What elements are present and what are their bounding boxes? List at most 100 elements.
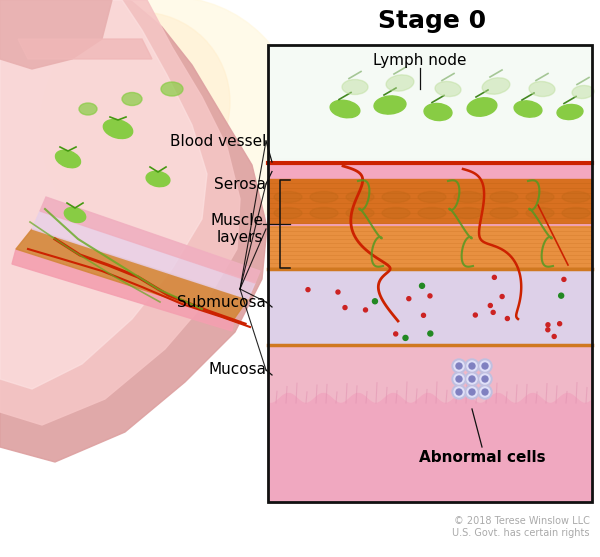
Circle shape [469, 363, 475, 369]
Ellipse shape [346, 192, 374, 203]
Ellipse shape [454, 387, 464, 397]
Bar [268, 405, 592, 502]
Ellipse shape [454, 208, 482, 218]
Ellipse shape [374, 96, 406, 114]
Circle shape [557, 322, 562, 326]
Circle shape [336, 290, 340, 294]
Circle shape [491, 310, 495, 314]
Text: Muscle
layers: Muscle layers [210, 213, 263, 245]
Circle shape [473, 313, 478, 317]
Polygon shape [0, 0, 207, 389]
Ellipse shape [478, 372, 492, 386]
Bar [268, 179, 592, 225]
Ellipse shape [452, 359, 466, 373]
Ellipse shape [465, 385, 479, 399]
Ellipse shape [382, 208, 410, 218]
Ellipse shape [79, 103, 97, 115]
Text: Lymph node: Lymph node [373, 52, 467, 67]
Bar [268, 225, 592, 269]
Circle shape [456, 389, 462, 395]
Ellipse shape [490, 192, 518, 203]
Bar [268, 269, 592, 345]
Ellipse shape [490, 208, 518, 218]
Ellipse shape [562, 192, 590, 203]
Ellipse shape [424, 104, 452, 120]
Ellipse shape [454, 361, 464, 371]
Circle shape [505, 316, 509, 320]
Circle shape [469, 376, 475, 382]
Text: © 2018 Terese Winslow LLC
U.S. Govt. has certain rights: © 2018 Terese Winslow LLC U.S. Govt. has… [452, 516, 590, 538]
Bar [268, 45, 592, 159]
Ellipse shape [562, 208, 590, 218]
Polygon shape [0, 0, 267, 462]
Ellipse shape [526, 208, 554, 218]
Circle shape [546, 323, 550, 327]
Ellipse shape [418, 192, 446, 203]
Ellipse shape [478, 385, 492, 399]
Ellipse shape [346, 208, 374, 218]
Ellipse shape [386, 75, 414, 91]
Text: Blood vessel: Blood vessel [170, 134, 266, 149]
Circle shape [394, 332, 398, 336]
Circle shape [559, 293, 563, 298]
Ellipse shape [382, 192, 410, 203]
Ellipse shape [454, 374, 464, 384]
Ellipse shape [452, 372, 466, 386]
Circle shape [373, 299, 377, 304]
Ellipse shape [452, 385, 466, 399]
Ellipse shape [465, 372, 479, 386]
Circle shape [407, 297, 411, 301]
Ellipse shape [122, 92, 142, 105]
Ellipse shape [330, 100, 360, 118]
Text: Stage 0: Stage 0 [378, 9, 486, 33]
Ellipse shape [274, 192, 302, 203]
Polygon shape [0, 0, 240, 425]
Polygon shape [16, 229, 248, 319]
Text: Mucosa: Mucosa [208, 363, 266, 378]
Circle shape [552, 334, 556, 339]
Circle shape [428, 331, 433, 336]
Circle shape [546, 328, 550, 332]
Bar [268, 345, 592, 405]
Circle shape [482, 363, 488, 369]
Bar [268, 45, 592, 502]
Circle shape [419, 284, 425, 289]
Ellipse shape [103, 120, 133, 139]
Ellipse shape [467, 361, 477, 371]
Ellipse shape [467, 387, 477, 397]
Ellipse shape [482, 78, 510, 94]
Circle shape [403, 335, 408, 340]
Ellipse shape [55, 150, 80, 168]
Ellipse shape [467, 374, 477, 384]
Circle shape [493, 275, 496, 280]
Bar [268, 164, 592, 179]
Ellipse shape [274, 208, 302, 218]
Ellipse shape [467, 98, 497, 116]
Ellipse shape [418, 208, 446, 218]
Polygon shape [32, 211, 255, 299]
Ellipse shape [572, 85, 594, 99]
Text: Submucosa: Submucosa [177, 295, 266, 310]
Ellipse shape [514, 101, 542, 117]
Ellipse shape [557, 105, 583, 120]
Bar [268, 45, 592, 502]
Circle shape [456, 376, 462, 382]
Polygon shape [18, 39, 152, 59]
Ellipse shape [161, 82, 183, 96]
Ellipse shape [310, 192, 338, 203]
Ellipse shape [480, 374, 490, 384]
Circle shape [428, 294, 432, 298]
Ellipse shape [435, 81, 461, 96]
Circle shape [469, 389, 475, 395]
Circle shape [40, 0, 300, 257]
Circle shape [306, 287, 310, 292]
Polygon shape [40, 197, 260, 283]
Ellipse shape [310, 208, 338, 218]
Ellipse shape [146, 172, 170, 187]
Text: Abnormal cells: Abnormal cells [419, 449, 545, 465]
Text: Serosa: Serosa [214, 177, 266, 192]
Circle shape [488, 304, 493, 307]
Circle shape [364, 308, 368, 312]
Polygon shape [0, 0, 112, 69]
Ellipse shape [480, 387, 490, 397]
